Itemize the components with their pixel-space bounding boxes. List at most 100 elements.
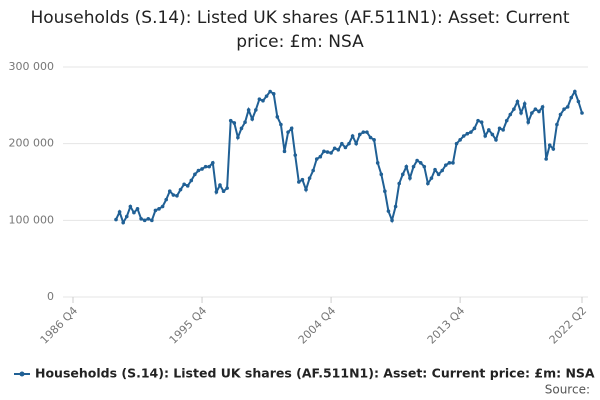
point [408,176,412,180]
point [203,164,208,169]
point [580,111,584,115]
x-tick-label: 1986 Q4 [38,304,81,347]
point [515,99,520,104]
point [504,118,509,123]
point [562,107,566,111]
point [454,141,459,146]
point [526,120,531,124]
y-tick-label: 100 000 [9,213,55,226]
point [530,111,534,115]
point [157,207,161,211]
point [160,204,165,209]
point [322,149,326,154]
point [386,209,391,213]
point [347,141,351,146]
point [479,120,484,124]
x-tick-label: 2022 Q2 [547,304,590,347]
point [458,138,462,142]
point [487,128,491,132]
point [533,107,538,111]
point [132,210,136,215]
point [297,180,301,184]
point [268,89,272,94]
point [117,210,122,214]
point [189,178,194,183]
point [433,167,437,172]
chart-title: Households (S.14): Listed UK shares (AF.… [30,8,570,52]
point [318,154,323,159]
point [300,177,305,182]
point [153,208,158,213]
point [494,138,498,142]
point [440,168,445,173]
point [210,161,215,165]
point [365,130,369,134]
point [232,121,237,125]
point [325,150,330,154]
point [250,117,255,121]
point [254,108,258,112]
point [304,187,308,192]
point [139,217,143,221]
y-tick-label: 300 000 [9,60,55,73]
x-tick-label: 2013 Q4 [425,304,468,347]
point [271,92,276,96]
point [350,134,355,138]
point [390,218,394,223]
point [146,217,151,221]
point [415,158,419,163]
point [472,126,477,131]
point [544,157,548,161]
point [508,112,513,117]
point [569,95,574,100]
point [340,141,344,146]
point [171,193,176,197]
point [476,118,480,123]
line [115,89,583,225]
point [193,172,197,177]
point [257,97,262,101]
point [357,132,362,137]
point [551,147,556,151]
point [469,130,473,134]
point [225,186,229,190]
x-tick-label: 2004 Q4 [296,304,339,347]
point [311,168,315,173]
point [354,141,358,146]
point [372,138,376,142]
point [426,181,430,186]
point [218,183,222,187]
point [135,207,140,211]
point [114,217,118,222]
point [293,153,298,157]
y-tick-label: 0 [47,290,54,303]
point [243,120,247,124]
point [264,94,269,98]
point [490,132,495,137]
point [261,98,265,103]
point [565,105,570,109]
point [443,163,448,167]
point [447,161,452,165]
point [178,187,183,192]
point [214,190,219,194]
point [540,105,545,109]
point [329,151,333,155]
point [436,172,441,177]
point [422,164,427,169]
source: Source: [545,383,590,397]
point [196,168,201,173]
point [282,149,287,154]
point [167,189,172,193]
point [375,161,380,165]
point [393,204,398,209]
point [361,130,366,134]
point [185,184,190,188]
point [121,220,125,225]
point [383,189,387,193]
point [221,189,226,193]
point [228,118,233,123]
point [465,131,470,136]
